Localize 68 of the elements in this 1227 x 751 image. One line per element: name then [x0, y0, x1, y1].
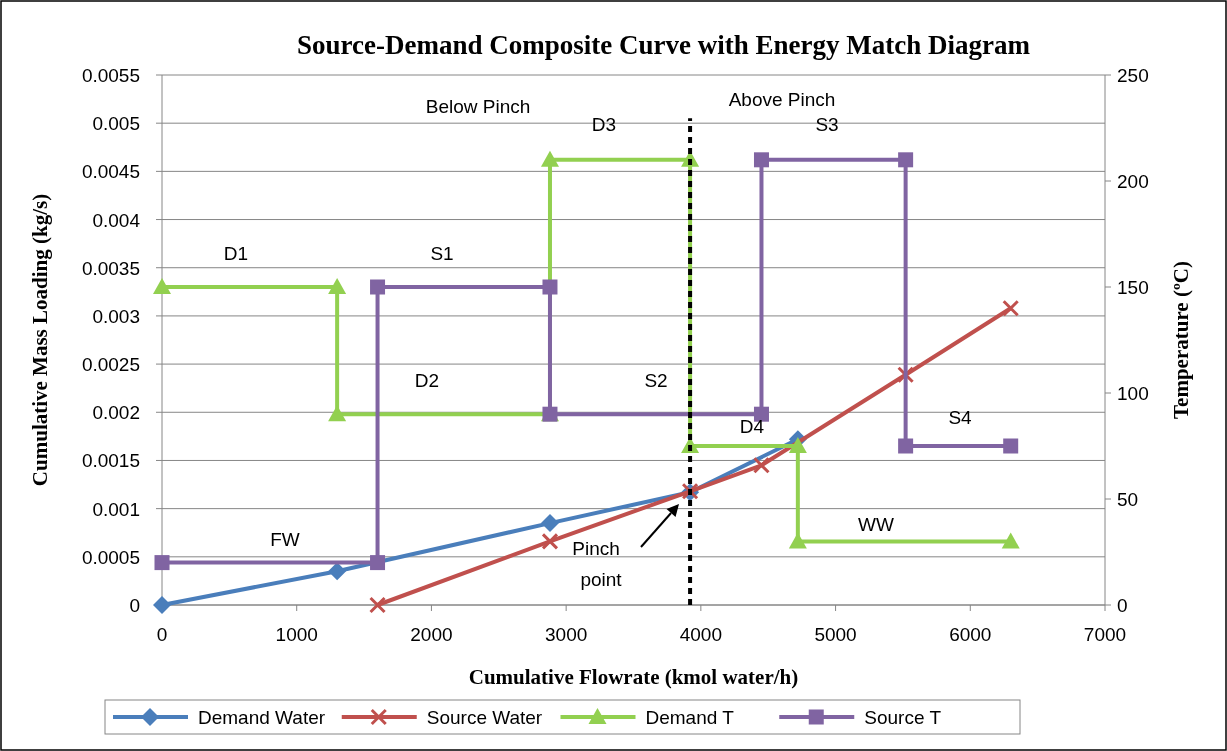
y-tick-label: 0: [129, 595, 140, 616]
point: [369, 596, 387, 614]
point: [541, 532, 559, 550]
point: [328, 562, 347, 581]
point: [753, 152, 769, 168]
point: [1003, 438, 1019, 454]
annotation: S4: [948, 407, 973, 428]
annotation: D3: [591, 114, 617, 135]
chart-title: Source-Demand Composite Curve with Energy Match Diagram: [297, 30, 1031, 60]
y2-tick-label: 200: [1117, 171, 1149, 192]
legend-label: Demand Water: [198, 707, 326, 728]
annotation: S1: [430, 243, 454, 264]
y-tick-label: 0.0045: [81, 161, 140, 183]
annotation: FW: [270, 529, 300, 550]
annotation: D4: [739, 416, 765, 437]
x-tick-label: 4000: [679, 624, 722, 645]
legend-label: Demand T: [645, 707, 735, 728]
legend-label: Source T: [864, 707, 942, 728]
point: [1001, 532, 1020, 549]
annotation: S2: [644, 370, 668, 391]
y-tick-label: 0.0025: [81, 354, 140, 376]
x-tick-label: 5000: [814, 624, 857, 645]
x-axis-title: Cumulative Flowrate (kmol water/h): [468, 665, 799, 689]
y-tick-label: 0.004: [92, 209, 141, 231]
point: [154, 555, 170, 571]
y-tick-label: 0.003: [92, 305, 140, 327]
point: [540, 514, 559, 533]
y-tick-label: 0.0055: [81, 65, 140, 86]
point: [753, 406, 769, 422]
annotation: D1: [223, 243, 249, 264]
point: [328, 278, 347, 294]
y2-axis-title: Temperature (ºC): [1169, 261, 1193, 419]
x-tick-label: 7000: [1083, 624, 1127, 645]
point: [542, 279, 558, 295]
y2-tick-label: 150: [1117, 277, 1149, 298]
y-tick-label: 0.0035: [81, 257, 140, 279]
annotation: D2: [414, 370, 440, 391]
point: [788, 437, 807, 453]
y-tick-label: 0.0015: [81, 450, 140, 472]
x-tick-label: 6000: [949, 624, 992, 645]
point: [898, 438, 914, 454]
annotation: WW: [858, 514, 894, 535]
legend-label: Source Water: [426, 707, 543, 728]
y2-tick-label: 50: [1117, 489, 1139, 510]
y2-tick-label: 250: [1117, 65, 1149, 86]
x-tick-label: 2000: [410, 624, 453, 645]
point: [370, 555, 386, 571]
point: [752, 456, 770, 474]
annotation: S3: [815, 114, 839, 135]
x-tick-label: 1000: [275, 624, 318, 645]
point: [898, 152, 914, 168]
x-tick-label: 0: [156, 624, 168, 645]
y-tick-label: 0.0005: [81, 546, 140, 568]
y-tick-label: 0.005: [92, 113, 140, 135]
point: [153, 596, 171, 614]
y-tick-label: 0.001: [92, 498, 140, 520]
point: [153, 278, 171, 294]
y2-tick-label: 0: [1117, 595, 1128, 616]
annotation: Pinch point: [572, 538, 623, 590]
point: [370, 279, 386, 295]
point: [1002, 299, 1020, 317]
annotation: Below Pinch: [425, 96, 531, 117]
y2-tick-label: 100: [1117, 383, 1149, 404]
y-axis-title: Cumulative Mass Loading (kg/s): [28, 193, 52, 487]
y-tick-label: 0.002: [92, 402, 140, 424]
x-tick-label: 3000: [545, 624, 588, 645]
point: [540, 150, 559, 167]
annotation: Above Pinch: [728, 89, 836, 110]
